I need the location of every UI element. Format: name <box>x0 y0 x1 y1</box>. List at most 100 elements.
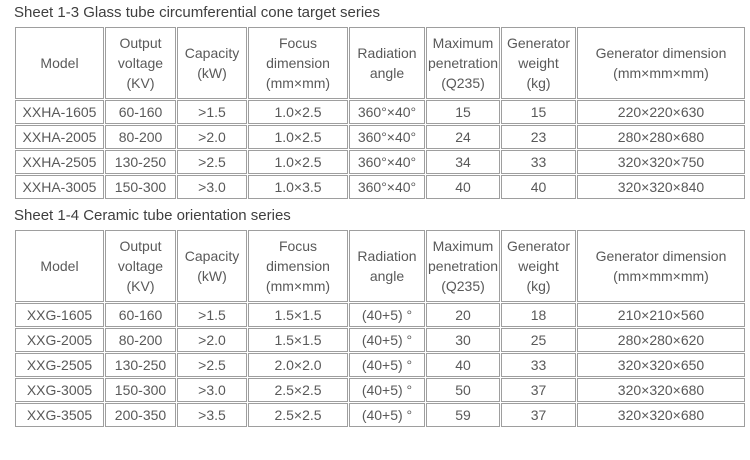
column-header: Radiation angle <box>349 230 425 302</box>
table-cell: (40+5) ° <box>349 378 425 402</box>
table-cell: 37 <box>501 378 576 402</box>
column-header: Output voltage (KV) <box>105 230 176 302</box>
table-cell: 18 <box>501 303 576 327</box>
table-cell: 360°×40° <box>349 125 425 149</box>
column-header: Focus dimension (mm×mm) <box>248 230 348 302</box>
table-cell: 320×320×680 <box>577 378 745 402</box>
table-cell: XXG-3505 <box>15 403 104 427</box>
column-header: Maximum penetration (Q235) <box>426 230 500 302</box>
table-cell: 130-250 <box>105 353 176 377</box>
sheet-1-3-section: Sheet 1-3 Glass tube circumferential con… <box>14 4 745 200</box>
table-cell: 80-200 <box>105 328 176 352</box>
table-cell: XXG-3005 <box>15 378 104 402</box>
table-cell: 360°×40° <box>349 100 425 124</box>
table-cell: 150-300 <box>105 378 176 402</box>
table-cell: 33 <box>501 150 576 174</box>
table-cell: (40+5) ° <box>349 353 425 377</box>
table-row: XXHA-2505 130-250 >2.5 1.0×2.5 360°×40° 34 33 3… <box>15 150 745 174</box>
header-row: Model Output voltage (KV) Capacity (kW) Focus d… <box>15 27 745 99</box>
table-row: XXHA-2005 80-200 >2.0 1.0×2.5 360°×40° 24 23 28… <box>15 125 745 149</box>
table-cell: >3.5 <box>177 403 247 427</box>
table-cell: 280×280×620 <box>577 328 745 352</box>
sheet-1-4-section: Sheet 1-4 Ceramic tube orientation serie… <box>14 207 745 428</box>
table-cell: XXHA-2505 <box>15 150 104 174</box>
table-cell: XXG-2505 <box>15 353 104 377</box>
table-cell: 1.0×2.5 <box>248 100 348 124</box>
table-cell: >1.5 <box>177 303 247 327</box>
table-cell: 2.5×2.5 <box>248 378 348 402</box>
table-cell: 23 <box>501 125 576 149</box>
table-cell: XXG-2005 <box>15 328 104 352</box>
table-row: XXHA-3005 150-300 >3.0 1.0×3.5 360°×40° 40 40 3… <box>15 175 745 199</box>
table-row: XXG-2505 130-250 >2.5 2.0×2.0 (40+5) ° 40 33 32… <box>15 353 745 377</box>
header-row: Model Output voltage (KV) Capacity (kW) Focus d… <box>15 230 745 302</box>
table-cell: >3.0 <box>177 175 247 199</box>
table-cell: 280×280×680 <box>577 125 745 149</box>
column-header: Capacity (kW) <box>177 27 247 99</box>
column-header: Output voltage (KV) <box>105 27 176 99</box>
table-cell: 20 <box>426 303 500 327</box>
table-cell: 40 <box>501 175 576 199</box>
sheet-1-3-title: Sheet 1-3 Glass tube circumferential con… <box>14 4 381 21</box>
column-header: Generator weight (kg) <box>501 230 576 302</box>
table-cell: 210×210×560 <box>577 303 745 327</box>
table-cell: 130-250 <box>105 150 176 174</box>
table-cell: 150-300 <box>105 175 176 199</box>
column-header: Model <box>15 27 104 99</box>
table-row: XXG-3005 150-300 >3.0 2.5×2.5 (40+5) ° 50 37 32… <box>15 378 745 402</box>
table-row: XXHA-1605 60-160 >1.5 1.0×2.5 360°×40° 15 15 22… <box>15 100 745 124</box>
column-header: Radiation angle <box>349 27 425 99</box>
table-cell: 15 <box>426 100 500 124</box>
column-header: Model <box>15 230 104 302</box>
table-cell: 59 <box>426 403 500 427</box>
table-cell: 40 <box>426 353 500 377</box>
table-cell: 320×320×650 <box>577 353 745 377</box>
table-cell: XXHA-1605 <box>15 100 104 124</box>
table-cell: 1.5×1.5 <box>248 303 348 327</box>
table-cell: 220×220×630 <box>577 100 745 124</box>
column-header: Generator weight (kg) <box>501 27 576 99</box>
table-cell: 360°×40° <box>349 175 425 199</box>
column-header: Maximum penetration (Q235) <box>426 27 500 99</box>
column-header: Focus dimension (mm×mm) <box>248 27 348 99</box>
sheet-1-3-table: Model Output voltage (KV) Capacity (kW) Focus d… <box>14 26 746 200</box>
table-cell: 1.5×1.5 <box>248 328 348 352</box>
table-cell: XXG-1605 <box>15 303 104 327</box>
table-cell: >2.5 <box>177 353 247 377</box>
table-cell: 1.0×3.5 <box>248 175 348 199</box>
table-cell: 80-200 <box>105 125 176 149</box>
table-cell: 2.5×2.5 <box>248 403 348 427</box>
table-cell: >2.0 <box>177 125 247 149</box>
table-cell: 25 <box>501 328 576 352</box>
table-cell: 360°×40° <box>349 150 425 174</box>
table-cell: >2.0 <box>177 328 247 352</box>
table-cell: >2.5 <box>177 150 247 174</box>
table-cell: >1.5 <box>177 100 247 124</box>
table-cell: 320×320×680 <box>577 403 745 427</box>
table-cell: (40+5) ° <box>349 403 425 427</box>
table-cell: 15 <box>501 100 576 124</box>
table-cell: 30 <box>426 328 500 352</box>
sheet-1-4-table: Model Output voltage (KV) Capacity (kW) Focus d… <box>14 229 746 428</box>
table-cell: >3.0 <box>177 378 247 402</box>
table-cell: 50 <box>426 378 500 402</box>
spec-sheet-page: Sheet 1-3 Glass tube circumferential con… <box>14 4 745 428</box>
column-header: Generator dimension (mm×mm×mm) <box>577 27 745 99</box>
table-cell: XXHA-3005 <box>15 175 104 199</box>
table-row: XXG-1605 60-160 >1.5 1.5×1.5 (40+5) ° 20 18 210… <box>15 303 745 327</box>
table-cell: 1.0×2.5 <box>248 125 348 149</box>
column-header: Capacity (kW) <box>177 230 247 302</box>
table-cell: 34 <box>426 150 500 174</box>
table-row: XXG-2005 80-200 >2.0 1.5×1.5 (40+5) ° 30 25 280… <box>15 328 745 352</box>
sheet-1-4-title: Sheet 1-4 Ceramic tube orientation serie… <box>14 207 291 224</box>
table-cell: 60-160 <box>105 303 176 327</box>
table-cell: (40+5) ° <box>349 328 425 352</box>
column-header: Generator dimension (mm×mm×mm) <box>577 230 745 302</box>
table-cell: 1.0×2.5 <box>248 150 348 174</box>
table-cell: 37 <box>501 403 576 427</box>
table-cell: XXHA-2005 <box>15 125 104 149</box>
table-row: XXG-3505 200-350 >3.5 2.5×2.5 (40+5) ° 59 37 32… <box>15 403 745 427</box>
table-cell: 320×320×750 <box>577 150 745 174</box>
table-cell: 320×320×840 <box>577 175 745 199</box>
table-cell: 2.0×2.0 <box>248 353 348 377</box>
